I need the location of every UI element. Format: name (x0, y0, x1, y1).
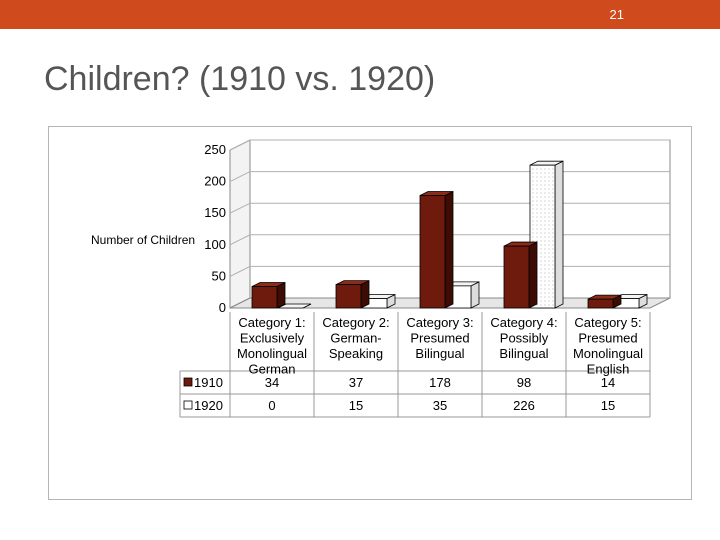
category-label: Category 4: Possibly Bilingual (490, 315, 557, 361)
bar-1910 (335, 279, 370, 309)
bar-1910 (251, 281, 286, 309)
data-table: Category 1: Exclusively Monolingual German C… (179, 312, 651, 418)
category-label: Category 1: Exclusively Monolingual German (237, 315, 307, 377)
data-label: 178 (429, 375, 451, 390)
data-label: 226 (513, 398, 535, 413)
legend-swatch-1920 (183, 400, 193, 410)
y-tick-label: 150 (204, 205, 226, 220)
gridline (229, 139, 670, 151)
bar-1910 (419, 190, 454, 309)
bar-1910 (503, 241, 538, 309)
slide-title: Children? (1910 vs. 1920) (44, 60, 436, 98)
legend-entry: 1910 (194, 375, 223, 390)
category-label: Category 5: Presumed Monolingual English (573, 315, 643, 377)
y-axis-label: Number of Children (91, 233, 195, 247)
data-label: 34 (265, 375, 279, 390)
data-label: 15 (601, 398, 615, 413)
data-label: 15 (349, 398, 363, 413)
bar-1920 (361, 293, 396, 309)
category-label: Category 2: German-Speaking (322, 315, 389, 361)
data-label: 14 (601, 375, 615, 390)
y-tick-label: 100 (204, 237, 226, 252)
chart-back-wall (249, 139, 671, 299)
data-label: 98 (517, 375, 531, 390)
category-label: Category 3: Presumed Bilingual (406, 315, 473, 361)
y-tick-label: 0 (219, 300, 226, 315)
y-tick-label: 250 (204, 142, 226, 157)
data-label: 0 (268, 398, 275, 413)
legend-swatch-1910 (183, 377, 193, 387)
data-label: 35 (433, 398, 447, 413)
y-tick-label: 50 (212, 268, 226, 283)
chart-bars (251, 160, 648, 309)
bar-1920 (277, 303, 312, 309)
slide-header-bar: 21 (0, 0, 720, 29)
page-number: 21 (609, 7, 624, 22)
bar-1910 (587, 294, 622, 309)
legend-entry: 1920 (194, 398, 223, 413)
y-tick-label: 200 (204, 174, 226, 189)
chart-side-wall (229, 139, 251, 309)
y-axis-ticks: 0 50 100 150 200 250 (204, 142, 226, 315)
data-label: 37 (349, 375, 363, 390)
